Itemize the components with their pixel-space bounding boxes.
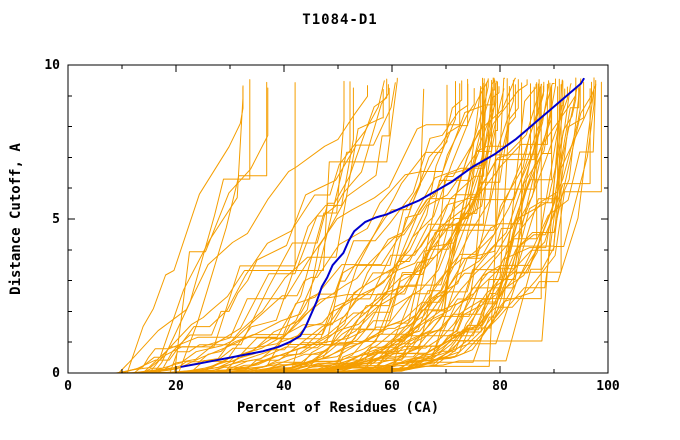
prediction-curve: [153, 79, 251, 374]
x-tick-label: 40: [276, 379, 292, 394]
y-axis-label: Distance Cutoff, A: [8, 143, 24, 295]
prediction-curve: [146, 79, 489, 374]
x-tick-label: 60: [384, 379, 400, 394]
x-tick-label: 100: [596, 379, 620, 394]
prediction-curve: [115, 83, 461, 374]
prediction-curve: [181, 86, 541, 374]
x-tick-label: 20: [168, 379, 184, 394]
prediction-curve: [127, 89, 384, 374]
prediction-curve: [177, 80, 463, 374]
prediction-curve: [147, 87, 269, 374]
prediction-curve: [143, 84, 389, 374]
highlight-curve: [180, 77, 585, 368]
prediction-curve: [121, 80, 385, 374]
prediction-curve: [142, 77, 398, 374]
prediction-curve: [129, 88, 425, 374]
prediction-curve: [126, 85, 244, 374]
prediction-curve: [133, 86, 244, 374]
prediction-curve: [203, 87, 577, 374]
prediction-curve: [118, 85, 368, 374]
y-tick-label: 10: [44, 58, 60, 73]
prediction-curve: [178, 87, 390, 374]
prediction-curve: [118, 80, 345, 374]
prediction-curve: [308, 79, 563, 374]
y-tick-label: 0: [52, 366, 60, 381]
prediction-curve: [252, 78, 508, 374]
x-tick-label: 0: [64, 379, 72, 394]
y-tick-label: 5: [52, 212, 60, 227]
prediction-curve: [148, 82, 296, 374]
prediction-curve: [296, 82, 485, 374]
prediction-curve: [114, 88, 505, 374]
prediction-curve: [223, 77, 595, 374]
chart-title: T1084-D1: [302, 12, 378, 28]
x-axis-label: Percent of Residues (CA): [236, 400, 440, 416]
x-tick-label: 80: [492, 379, 508, 394]
prediction-curve: [118, 83, 469, 374]
prediction-curve: [149, 78, 388, 374]
